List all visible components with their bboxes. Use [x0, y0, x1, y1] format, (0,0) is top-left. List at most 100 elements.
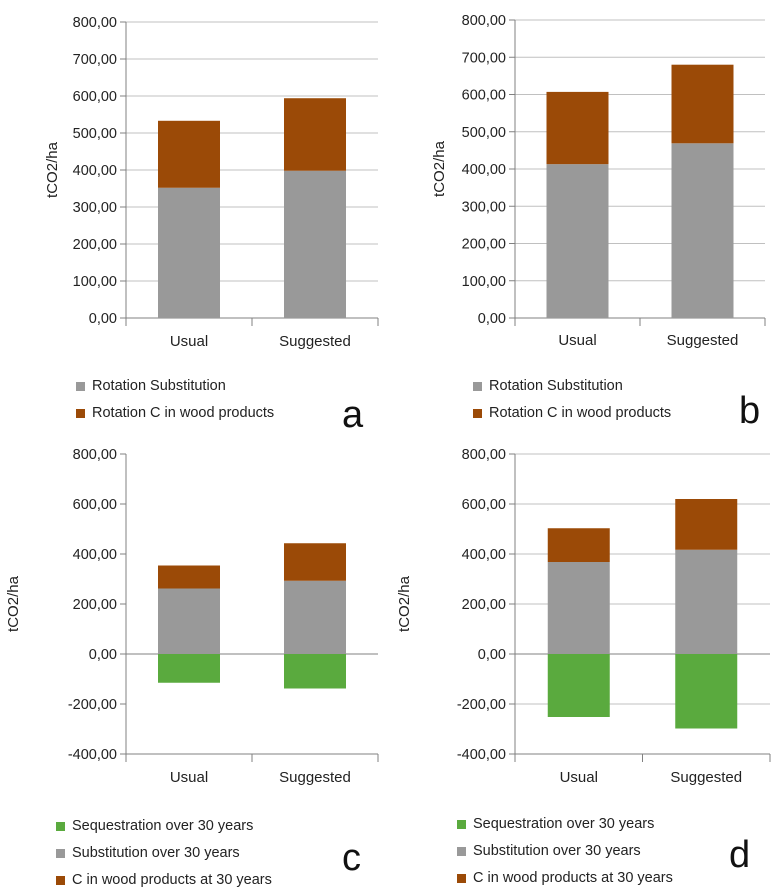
y-tick-label: -400,00 [457, 747, 506, 763]
y-tick-label: 400,00 [73, 163, 117, 179]
bar-c-in-wood-products-at-30-years-suggested [675, 499, 738, 550]
y-tick-label: 200,00 [73, 597, 117, 613]
y-tick-label: 500,00 [462, 125, 506, 141]
bar-sequestration-over-30-years-suggested [284, 654, 346, 689]
y-tick-label: 500,00 [73, 126, 117, 142]
x-tick-label: Suggested [670, 769, 742, 786]
x-tick-label: Usual [558, 332, 596, 349]
legend-label: Substitution over 30 years [72, 845, 240, 861]
x-tick-label: Suggested [279, 769, 351, 786]
legend-swatch [56, 876, 65, 885]
y-tick-label: 100,00 [73, 274, 117, 290]
y-tick-label: 200,00 [462, 597, 506, 613]
chart-b: 0,00 100,00 200,00 300,00 400,00 500,00 600,00… [431, 13, 766, 349]
legend-b: Rotation Substitution Rotation C in wood … [473, 373, 671, 427]
legend-label: C in wood products at 30 years [473, 870, 673, 886]
bar-rotation-c-in-wood-products-usual [158, 120, 220, 188]
legend-swatch [457, 874, 466, 883]
bar-c-in-wood-products-at-30-years-suggested [284, 543, 346, 581]
y-tick-label: 200,00 [73, 237, 117, 253]
legend-item: Sequestration over 30 years [457, 811, 673, 838]
y-tick-label: 100,00 [462, 274, 506, 290]
y-tick-label: 300,00 [462, 199, 506, 215]
bar-substitution-over-30-years-usual [547, 562, 610, 654]
y-tick-label: -200,00 [457, 697, 506, 713]
x-tick-label: Usual [170, 769, 208, 786]
panel-b: 0,00 100,00 200,00 300,00 400,00 500,00 600,00… [387, 0, 774, 444]
bar-c-in-wood-products-at-30-years-usual [547, 528, 610, 562]
y-tick-label: 800,00 [73, 15, 117, 31]
legend-item: Rotation Substitution [76, 373, 274, 400]
panel-a: 0,00 100,00 200,00 300,00 400,00 500,00 600,00… [0, 0, 387, 444]
legend-swatch [76, 409, 85, 418]
legend-item: Substitution over 30 years [457, 838, 673, 865]
legend-swatch [473, 382, 482, 391]
y-tick-label: 200,00 [462, 237, 506, 253]
legend-label: Rotation C in wood products [92, 405, 275, 421]
x-tick-label: Suggested [667, 332, 739, 349]
legend-swatch [76, 382, 85, 391]
y-tick-label: 700,00 [73, 52, 117, 68]
x-tick-label: Suggested [279, 333, 351, 350]
y-tick-label: 0,00 [89, 311, 117, 327]
y-tick-label: 700,00 [462, 50, 506, 66]
panel-c: -400,00 -200,00 0,00 200,00 400,00 600,00 800,… [0, 444, 387, 888]
y-tick-label: 0,00 [478, 647, 506, 663]
y-axis-title: tCO2/ha [396, 575, 413, 632]
y-tick-label: 400,00 [462, 162, 506, 178]
y-tick-label: 800,00 [73, 447, 117, 463]
panel-label-b: b [739, 390, 761, 432]
bar-substitution-over-30-years-suggested [675, 549, 738, 654]
legend-swatch [473, 409, 482, 418]
chart-a: 0,00 100,00 200,00 300,00 400,00 500,00 600,00… [44, 15, 379, 350]
legend-item: Sequestration over 30 years [56, 813, 272, 840]
y-tick-label: -200,00 [68, 697, 117, 713]
y-axis-title: tCO2/ha [431, 140, 448, 197]
legend-item: Rotation Substitution [473, 373, 671, 400]
legend-swatch [457, 847, 466, 856]
legend-item: Rotation C in wood products [473, 400, 671, 427]
legend-label: C in wood products at 30 years [72, 872, 272, 888]
y-tick-label: 600,00 [462, 88, 506, 104]
chart-d: -400,00 -200,00 0,00 200,00 400,00 600,00 800,… [396, 447, 771, 786]
legend-swatch [457, 820, 466, 829]
legend-label: Rotation C in wood products [489, 405, 672, 421]
chart-c: -400,00 -200,00 0,00 200,00 400,00 600,00 800,… [5, 447, 379, 786]
legend-item: C in wood products at 30 years [457, 865, 673, 892]
legend-swatch [56, 849, 65, 858]
legend-swatch [56, 822, 65, 831]
panel-d: -400,00 -200,00 0,00 200,00 400,00 600,00 800,… [387, 444, 774, 888]
bar-rotation-c-in-wood-products-usual [546, 91, 609, 165]
x-tick-label: Usual [560, 769, 598, 786]
legend-label: Substitution over 30 years [473, 843, 641, 859]
legend-label: Rotation Substitution [489, 378, 623, 394]
y-tick-label: 0,00 [478, 311, 506, 327]
bar-rotation-substitution-usual [546, 164, 609, 318]
legend-d: Sequestration over 30 years Substitution … [457, 811, 673, 892]
bar-rotation-substitution-suggested [284, 170, 346, 318]
y-tick-label: 600,00 [73, 497, 117, 513]
bar-rotation-substitution-usual [158, 187, 220, 318]
legend-c: Sequestration over 30 years Substitution … [56, 813, 272, 894]
bar-c-in-wood-products-at-30-years-usual [158, 565, 220, 589]
legend-label: Sequestration over 30 years [72, 818, 254, 834]
legend-item: C in wood products at 30 years [56, 867, 272, 894]
y-tick-label: 800,00 [462, 447, 506, 463]
y-axis-title: tCO2/ha [5, 575, 22, 632]
y-tick-label: 300,00 [73, 200, 117, 216]
panel-label-d: d [729, 834, 751, 876]
bar-substitution-over-30-years-usual [158, 588, 220, 654]
bar-rotation-substitution-suggested [671, 143, 734, 318]
y-tick-label: 0,00 [89, 647, 117, 663]
x-tick-label: Usual [170, 333, 208, 350]
bar-sequestration-over-30-years-usual [158, 654, 220, 683]
y-tick-label: -400,00 [68, 747, 117, 763]
y-tick-label: 600,00 [462, 497, 506, 513]
y-tick-label: 800,00 [462, 13, 506, 29]
bar-substitution-over-30-years-suggested [284, 580, 346, 654]
bar-rotation-c-in-wood-products-suggested [671, 64, 734, 144]
y-axis-title: tCO2/ha [44, 141, 61, 198]
bar-rotation-c-in-wood-products-suggested [284, 98, 346, 171]
legend-label: Rotation Substitution [92, 378, 226, 394]
legend-label: Sequestration over 30 years [473, 816, 655, 832]
